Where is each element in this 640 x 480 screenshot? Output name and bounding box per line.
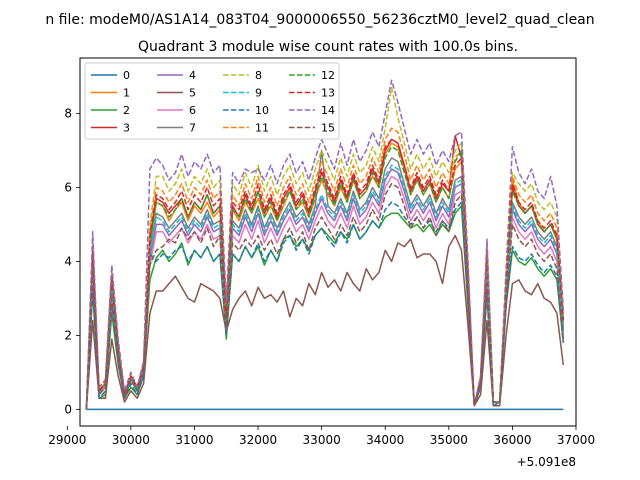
legend-label-7: 7 <box>189 122 196 135</box>
x-axis: 29000 30000 31000 32000 33000 34000 35000 36000… <box>48 426 595 447</box>
legend-label-10: 10 <box>255 104 269 117</box>
x-tick-label: 30000 <box>112 433 150 447</box>
legend-label-14: 14 <box>321 104 335 117</box>
legend-label-6: 6 <box>189 104 196 117</box>
y-tick-label: 8 <box>64 106 72 120</box>
legend-label-13: 13 <box>321 87 335 100</box>
x-tick-label: 35000 <box>430 433 468 447</box>
x-tick-label: 32000 <box>239 433 277 447</box>
x-offset-label: +5.091e8 <box>517 455 576 469</box>
plot-lines <box>85 79 565 411</box>
legend-label-2: 2 <box>123 104 130 117</box>
x-tick-label: 37000 <box>557 433 595 447</box>
series-line-13 <box>85 138 565 410</box>
legend-label-0: 0 <box>123 69 130 82</box>
chart-title: Quadrant 3 module wise count rates with … <box>138 39 518 55</box>
y-tick-label: 2 <box>64 328 72 342</box>
figure-suptitle: n file: modeM0/AS1A14_083T04_9000006550_… <box>45 12 594 28</box>
series-line-15 <box>85 182 565 410</box>
y-tick-label: 0 <box>64 402 72 416</box>
series-line-14 <box>85 79 565 410</box>
legend-label-11: 11 <box>255 122 269 135</box>
legend-label-3: 3 <box>123 122 130 135</box>
x-tick-label: 29000 <box>48 433 86 447</box>
legend-label-4: 4 <box>189 69 196 82</box>
legend-label-8: 8 <box>255 69 262 82</box>
legend-label-9: 9 <box>255 87 262 100</box>
series-line-5 <box>85 234 565 410</box>
y-tick-label: 6 <box>64 180 72 194</box>
legend-label-15: 15 <box>321 122 335 135</box>
legend-label-5: 5 <box>189 87 196 100</box>
legend-box <box>84 62 340 140</box>
legend-label-12: 12 <box>321 69 335 82</box>
x-tick-label: 31000 <box>175 433 213 447</box>
y-tick-label: 4 <box>64 254 72 268</box>
x-tick-label: 36000 <box>493 433 531 447</box>
series-line-11 <box>85 127 565 410</box>
x-tick-label: 34000 <box>366 433 404 447</box>
plot-frame <box>79 57 577 427</box>
legend-label-1: 1 <box>123 87 130 100</box>
y-axis: 0 2 4 6 8 <box>64 106 80 416</box>
x-tick-label: 33000 <box>303 433 341 447</box>
